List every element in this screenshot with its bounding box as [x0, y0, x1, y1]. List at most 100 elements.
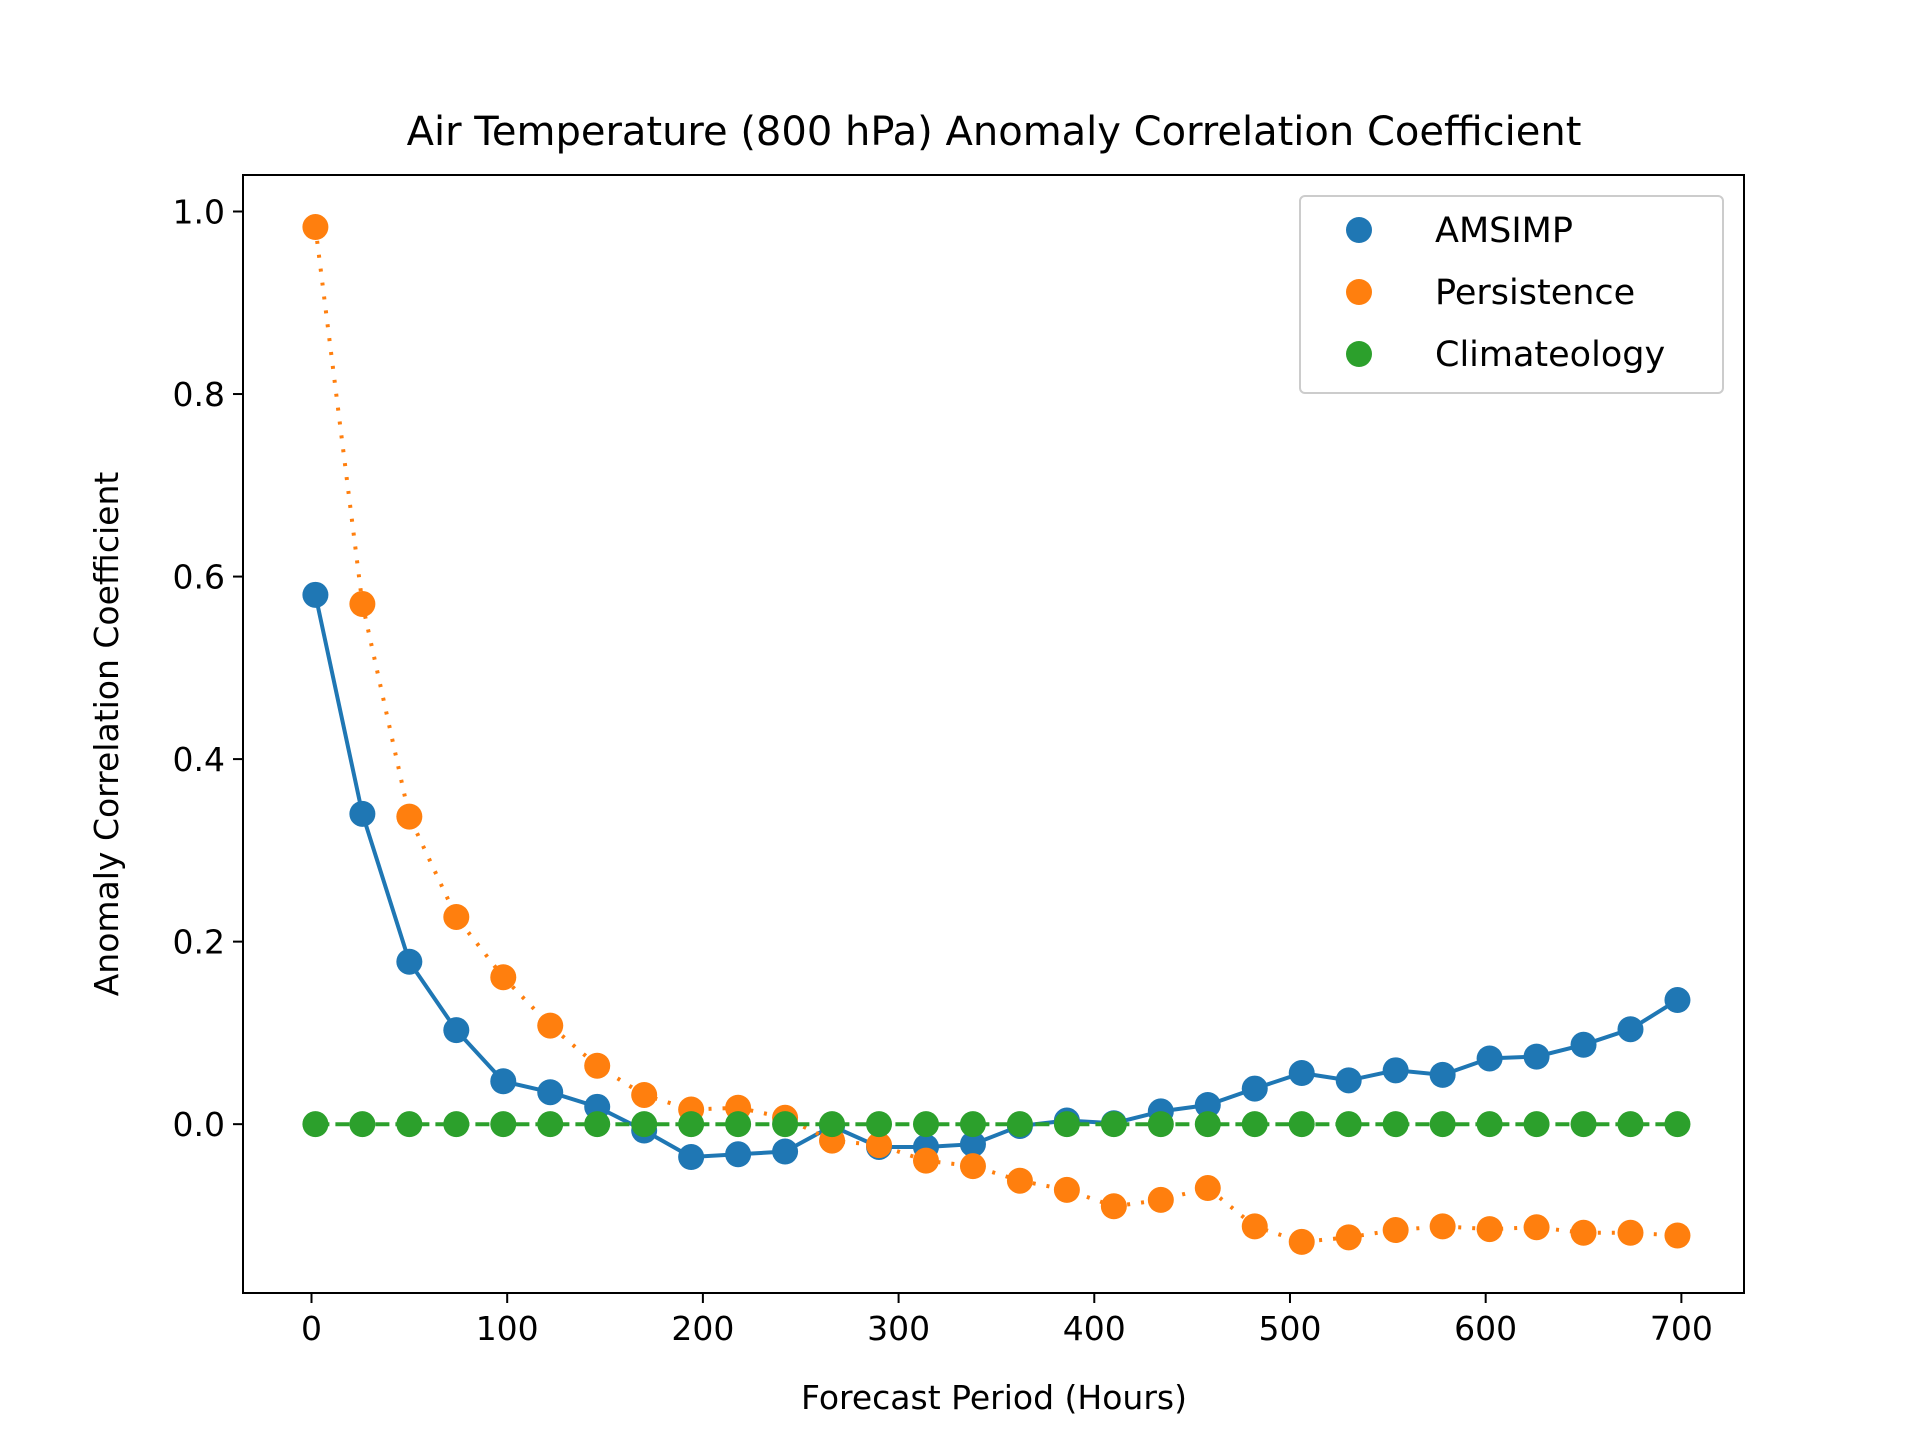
- data-point-persistence: [912, 1147, 939, 1174]
- data-point-persistence: [1241, 1213, 1268, 1240]
- data-point-persistence: [1523, 1214, 1550, 1241]
- data-point-amsimp: [443, 1017, 470, 1044]
- data-point-amsimp: [1241, 1075, 1268, 1102]
- y-tick-label: 0.0: [173, 1105, 225, 1144]
- y-tick-label: 0.8: [173, 375, 225, 414]
- y-tick-label: 0.4: [173, 740, 225, 779]
- data-point-persistence: [1147, 1186, 1174, 1213]
- data-point-amsimp: [1382, 1057, 1409, 1084]
- series-climateology: [302, 1111, 1691, 1138]
- legend-box: [1299, 195, 1724, 394]
- data-point-climateology: [866, 1111, 893, 1138]
- data-point-persistence: [584, 1052, 611, 1079]
- legend-label: Persistence: [1435, 273, 1635, 313]
- x-tick-label: 0: [301, 1309, 322, 1348]
- data-point-climateology: [959, 1111, 986, 1138]
- y-axis: 0.0 0.2 0.4 0.6 0.8 1.0: [173, 193, 243, 1144]
- plot-frame: [242, 174, 1745, 1294]
- data-point-amsimp: [349, 800, 376, 827]
- data-point-climateology: [1006, 1111, 1033, 1138]
- y-tick-label: 1.0: [173, 193, 225, 232]
- data-point-amsimp: [1335, 1067, 1362, 1094]
- data-point-climateology: [678, 1111, 705, 1138]
- data-point-amsimp: [1617, 1016, 1644, 1043]
- x-tick-label: 600: [1454, 1309, 1517, 1348]
- data-point-persistence: [866, 1132, 893, 1159]
- data-point-climateology: [1664, 1111, 1691, 1138]
- data-point-amsimp: [1194, 1091, 1221, 1118]
- data-point-climateology: [396, 1111, 423, 1138]
- data-point-climateology: [537, 1111, 564, 1138]
- data-point-amsimp: [678, 1144, 705, 1171]
- legend-marker: [1346, 279, 1372, 305]
- series-amsimp: [302, 581, 1691, 1171]
- x-axis: 0 100 200 300 400 500 600 700: [301, 1293, 1713, 1348]
- data-point-climateology: [302, 1111, 329, 1138]
- chart-title: Air Temperature (800 hPa) Anomaly Correl…: [407, 109, 1582, 155]
- data-point-climateology: [1053, 1111, 1080, 1138]
- data-point-climateology: [349, 1111, 376, 1138]
- data-point-persistence: [1194, 1175, 1221, 1202]
- data-point-climateology: [1570, 1111, 1597, 1138]
- data-point-amsimp: [490, 1068, 517, 1095]
- series-line-amsimp: [313, 594, 1679, 1160]
- data-point-amsimp: [1570, 1031, 1597, 1058]
- data-point-amsimp: [725, 1141, 752, 1168]
- data-point-amsimp: [1664, 987, 1691, 1014]
- data-point-persistence: [1100, 1193, 1127, 1220]
- data-point-climateology: [1288, 1111, 1315, 1138]
- data-point-climateology: [1100, 1111, 1127, 1138]
- data-point-persistence: [1664, 1222, 1691, 1249]
- data-point-persistence: [349, 590, 376, 617]
- data-point-climateology: [819, 1111, 846, 1138]
- data-point-climateology: [912, 1111, 939, 1138]
- x-tick-label: 100: [476, 1309, 539, 1348]
- y-tick-label: 0.2: [173, 923, 225, 962]
- data-point-persistence: [631, 1081, 658, 1108]
- data-point-persistence: [443, 903, 470, 930]
- data-point-climateology: [584, 1111, 611, 1138]
- legend-marker: [1346, 217, 1372, 243]
- data-point-amsimp: [772, 1138, 799, 1165]
- data-point-climateology: [1194, 1111, 1221, 1138]
- data-point-persistence: [1382, 1217, 1409, 1244]
- data-point-amsimp: [302, 581, 329, 608]
- data-point-climateology: [490, 1111, 517, 1138]
- data-point-climateology: [725, 1111, 752, 1138]
- data-point-persistence: [1476, 1216, 1503, 1243]
- data-point-persistence: [1429, 1213, 1456, 1240]
- x-tick-label: 700: [1650, 1309, 1713, 1348]
- data-point-climateology: [772, 1111, 799, 1138]
- data-point-climateology: [443, 1111, 470, 1138]
- data-point-persistence: [959, 1153, 986, 1180]
- data-point-amsimp: [959, 1131, 986, 1158]
- x-tick-label: 500: [1258, 1309, 1321, 1348]
- plot-area: [302, 214, 1691, 1255]
- data-point-amsimp: [1476, 1045, 1503, 1072]
- data-point-climateology: [1617, 1111, 1644, 1138]
- data-point-persistence: [1617, 1219, 1644, 1246]
- x-axis-title: Forecast Period (Hours): [801, 1378, 1187, 1417]
- data-point-persistence: [302, 214, 329, 241]
- data-point-persistence: [1053, 1176, 1080, 1203]
- data-point-persistence: [1570, 1219, 1597, 1246]
- legend-label: Climateology: [1435, 335, 1665, 375]
- data-point-persistence: [396, 803, 423, 830]
- data-point-persistence: [537, 1012, 564, 1039]
- data-point-persistence: [490, 964, 517, 991]
- data-point-climateology: [1476, 1111, 1503, 1138]
- data-point-amsimp: [537, 1079, 564, 1106]
- y-axis-title: Anomaly Correlation Coefficient: [87, 472, 126, 997]
- data-point-persistence: [1006, 1167, 1033, 1194]
- legend: AMSIMP Persistence Climateology: [1299, 195, 1724, 394]
- data-point-climateology: [1523, 1111, 1550, 1138]
- data-point-persistence: [1288, 1228, 1315, 1255]
- x-tick-label: 400: [1063, 1309, 1126, 1348]
- data-point-amsimp: [396, 948, 423, 975]
- data-point-climateology: [1335, 1111, 1362, 1138]
- data-point-climateology: [1147, 1111, 1174, 1138]
- data-point-persistence: [1335, 1224, 1362, 1251]
- y-tick-label: 0.6: [173, 558, 225, 597]
- x-tick-label: 300: [867, 1309, 930, 1348]
